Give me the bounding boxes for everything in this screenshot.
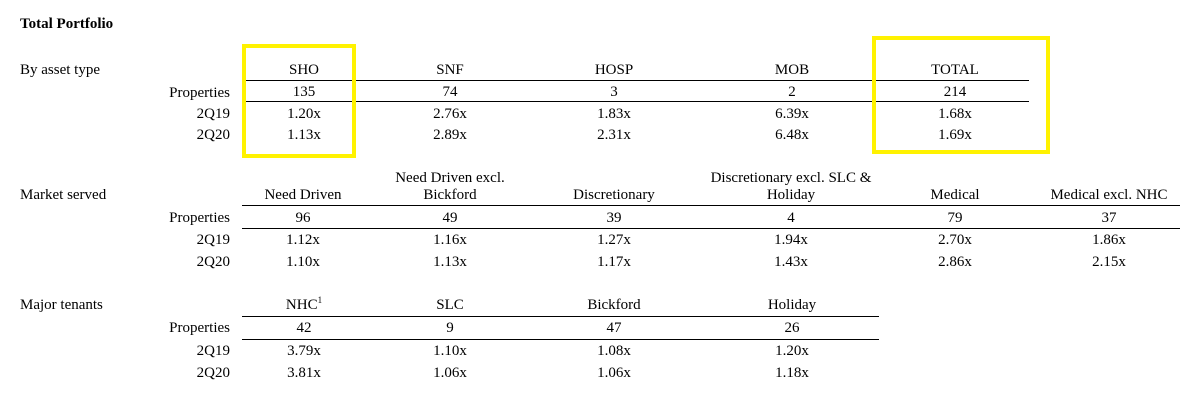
coverage-2q20-value: 1.13x <box>433 254 467 270</box>
row-label-properties: Properties <box>169 210 230 226</box>
properties-value: 4 <box>787 210 795 226</box>
highlight-box-sho <box>242 44 356 158</box>
properties-rule <box>242 228 1180 229</box>
column-header-need-driven-excl-line1: Need Driven excl. <box>395 170 505 186</box>
properties-value: 47 <box>606 320 622 336</box>
header-rule <box>242 205 1180 206</box>
asset-type-label: By asset type <box>20 62 100 78</box>
column-header-need-driven-excl-bickford: Bickford <box>423 187 477 203</box>
coverage-2q20-value: 1.13x <box>287 127 321 143</box>
coverage-2q20-value: 2.31x <box>597 127 631 143</box>
coverage-2q20-value: 6.48x <box>775 127 809 143</box>
coverage-2q20-value: 1.06x <box>433 365 467 381</box>
coverage-2q19-value: 1.68x <box>938 106 972 122</box>
major-tenants-label: Major tenants <box>20 297 103 313</box>
coverage-2q20-value: 2.89x <box>433 127 467 143</box>
column-header-medical: Medical <box>930 187 980 203</box>
coverage-2q19-value: 1.12x <box>286 232 320 248</box>
coverage-2q19-value: 1.83x <box>597 106 631 122</box>
coverage-2q19-value: 1.08x <box>597 343 631 359</box>
column-header-discretionary: Discretionary <box>573 187 655 203</box>
row-label-2q19: 2Q19 <box>196 343 230 359</box>
coverage-2q20-value: 1.06x <box>597 365 631 381</box>
row-label-properties: Properties <box>169 85 230 101</box>
column-header-sho: SHO <box>288 62 319 78</box>
coverage-2q19-value: 6.39x <box>775 106 809 122</box>
row-label-2q19: 2Q19 <box>196 232 230 248</box>
coverage-2q19-value: 1.10x <box>433 343 467 359</box>
coverage-2q20-value: 2.15x <box>1092 254 1126 270</box>
coverage-2q19-value: 1.86x <box>1092 232 1126 248</box>
column-header-medical-excl-nhc: Medical excl. NHC <box>1050 187 1168 203</box>
properties-value: 135 <box>292 84 316 100</box>
coverage-2q20-value: 1.43x <box>774 254 808 270</box>
properties-value: 74 <box>442 84 458 100</box>
coverage-2q20-value: 2.86x <box>938 254 972 270</box>
row-label-2q20: 2Q20 <box>196 127 230 143</box>
market-served-label: Market served <box>20 187 107 203</box>
column-header-holiday: Holiday <box>767 297 817 313</box>
column-header-discretionary-excl-slc-holiday: Holiday <box>766 187 816 203</box>
properties-value: 96 <box>295 210 311 226</box>
column-header-hosp: HOSP <box>594 62 634 78</box>
coverage-2q19-value: 1.20x <box>287 106 321 122</box>
row-label-2q19: 2Q19 <box>196 106 230 122</box>
properties-value: 42 <box>296 320 312 336</box>
column-header-snf: SNF <box>436 62 464 78</box>
row-label-properties: Properties <box>169 320 230 336</box>
coverage-2q19-value: 1.27x <box>597 232 631 248</box>
column-header-nhc: NHC1 <box>285 295 323 314</box>
column-header-bickford: Bickford <box>587 297 641 313</box>
column-header-need-driven: Need Driven <box>264 187 342 203</box>
properties-value: 39 <box>606 210 622 226</box>
row-label-2q20: 2Q20 <box>196 365 230 381</box>
properties-value: 26 <box>784 320 800 336</box>
properties-value: 214 <box>943 84 967 100</box>
highlight-box-total <box>872 36 1050 154</box>
properties-rule <box>242 101 1029 102</box>
properties-value: 2 <box>788 84 796 100</box>
coverage-2q19-value: 1.94x <box>774 232 808 248</box>
column-header-discretionary-excl-line1: Discretionary excl. SLC & <box>710 170 872 186</box>
properties-rule <box>242 339 879 340</box>
header-rule <box>242 80 1029 81</box>
column-header-slc: SLC <box>436 297 464 313</box>
coverage-2q20-value: 1.17x <box>597 254 631 270</box>
coverage-2q19-value: 2.70x <box>938 232 972 248</box>
page-title: Total Portfolio <box>20 16 114 32</box>
footnote-marker: 1 <box>317 295 323 305</box>
properties-value: 9 <box>446 320 454 336</box>
properties-value: 49 <box>442 210 458 226</box>
properties-value: 37 <box>1101 210 1117 226</box>
coverage-2q19-value: 2.76x <box>433 106 467 122</box>
properties-value: 3 <box>610 84 618 100</box>
coverage-2q20-value: 1.69x <box>938 127 972 143</box>
coverage-2q19-value: 1.16x <box>433 232 467 248</box>
column-header-total: TOTAL <box>931 62 979 78</box>
coverage-2q20-value: 1.10x <box>286 254 320 270</box>
header-rule <box>242 316 879 317</box>
coverage-2q20-value: 1.18x <box>775 365 809 381</box>
coverage-2q19-value: 1.20x <box>775 343 809 359</box>
coverage-2q20-value: 3.81x <box>287 365 321 381</box>
row-label-2q20: 2Q20 <box>196 254 230 270</box>
properties-value: 79 <box>947 210 963 226</box>
column-header-mob: MOB <box>774 62 810 78</box>
coverage-2q19-value: 3.79x <box>287 343 321 359</box>
